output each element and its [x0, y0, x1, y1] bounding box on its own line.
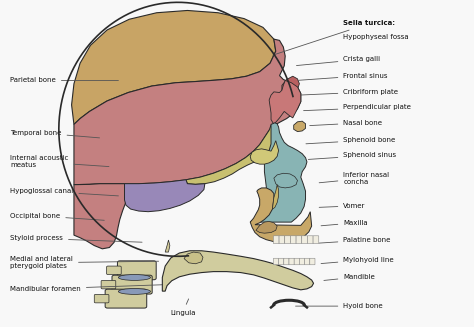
FancyBboxPatch shape [285, 236, 291, 244]
Text: Nasal bone: Nasal bone [310, 120, 383, 126]
Text: Frontal sinus: Frontal sinus [299, 73, 388, 80]
Text: Sella turcica:: Sella turcica: [273, 21, 395, 55]
Text: Perpendicular plate: Perpendicular plate [303, 105, 411, 111]
Polygon shape [250, 188, 312, 242]
Polygon shape [274, 173, 298, 188]
Polygon shape [72, 10, 276, 125]
Text: Palatine bone: Palatine bone [319, 237, 391, 243]
FancyBboxPatch shape [107, 266, 121, 275]
Polygon shape [273, 185, 279, 209]
FancyBboxPatch shape [291, 236, 296, 244]
Ellipse shape [118, 275, 151, 280]
FancyBboxPatch shape [118, 261, 156, 280]
Text: Temporal bone: Temporal bone [10, 129, 100, 138]
FancyBboxPatch shape [273, 236, 279, 244]
Text: Sphenoid sinus: Sphenoid sinus [308, 152, 396, 159]
Text: Cribriform plate: Cribriform plate [301, 89, 398, 95]
FancyBboxPatch shape [310, 258, 315, 265]
FancyBboxPatch shape [284, 258, 289, 265]
Text: Lingula: Lingula [170, 299, 195, 316]
FancyBboxPatch shape [302, 236, 308, 244]
FancyBboxPatch shape [289, 258, 294, 265]
FancyBboxPatch shape [112, 275, 152, 294]
Polygon shape [165, 240, 170, 252]
Polygon shape [294, 121, 306, 131]
Text: Inferior nasal
concha: Inferior nasal concha [319, 172, 390, 185]
Text: Internal acoustic
meatus: Internal acoustic meatus [10, 155, 109, 168]
FancyBboxPatch shape [300, 258, 305, 265]
FancyBboxPatch shape [305, 258, 310, 265]
Text: Parietal bone: Parietal bone [10, 77, 118, 83]
Text: Hypoglossal canal: Hypoglossal canal [10, 188, 118, 196]
FancyBboxPatch shape [294, 258, 300, 265]
Polygon shape [269, 80, 301, 125]
FancyBboxPatch shape [273, 258, 279, 265]
Polygon shape [282, 76, 300, 93]
Text: Crista galli: Crista galli [296, 56, 381, 65]
FancyBboxPatch shape [279, 258, 284, 265]
FancyBboxPatch shape [94, 294, 109, 303]
FancyBboxPatch shape [105, 289, 147, 308]
Polygon shape [250, 141, 279, 164]
Text: Sphenoid bone: Sphenoid bone [306, 137, 396, 144]
Polygon shape [125, 180, 205, 212]
Ellipse shape [118, 288, 151, 294]
Text: Hypophyseal fossa: Hypophyseal fossa [343, 34, 409, 40]
Polygon shape [184, 252, 203, 264]
Text: Mandible: Mandible [324, 274, 375, 281]
FancyBboxPatch shape [313, 236, 319, 244]
Polygon shape [74, 184, 132, 249]
Text: Medial and lateral
pterygoid plates: Medial and lateral pterygoid plates [10, 256, 159, 269]
Polygon shape [250, 123, 307, 222]
FancyBboxPatch shape [296, 236, 302, 244]
Polygon shape [162, 251, 314, 291]
Polygon shape [74, 39, 301, 185]
FancyBboxPatch shape [279, 236, 285, 244]
Text: Maxilla: Maxilla [321, 220, 368, 226]
FancyBboxPatch shape [101, 280, 116, 289]
Polygon shape [186, 125, 280, 184]
Text: Styloid process: Styloid process [10, 235, 142, 242]
FancyBboxPatch shape [308, 236, 313, 244]
Text: Mandibular foramen: Mandibular foramen [10, 285, 164, 292]
Text: Occipital bone: Occipital bone [10, 213, 104, 220]
Polygon shape [256, 221, 277, 233]
Text: Vomer: Vomer [319, 203, 366, 209]
Text: Mylohyoid line: Mylohyoid line [321, 257, 394, 264]
Text: Hyoid bone: Hyoid bone [296, 303, 383, 309]
